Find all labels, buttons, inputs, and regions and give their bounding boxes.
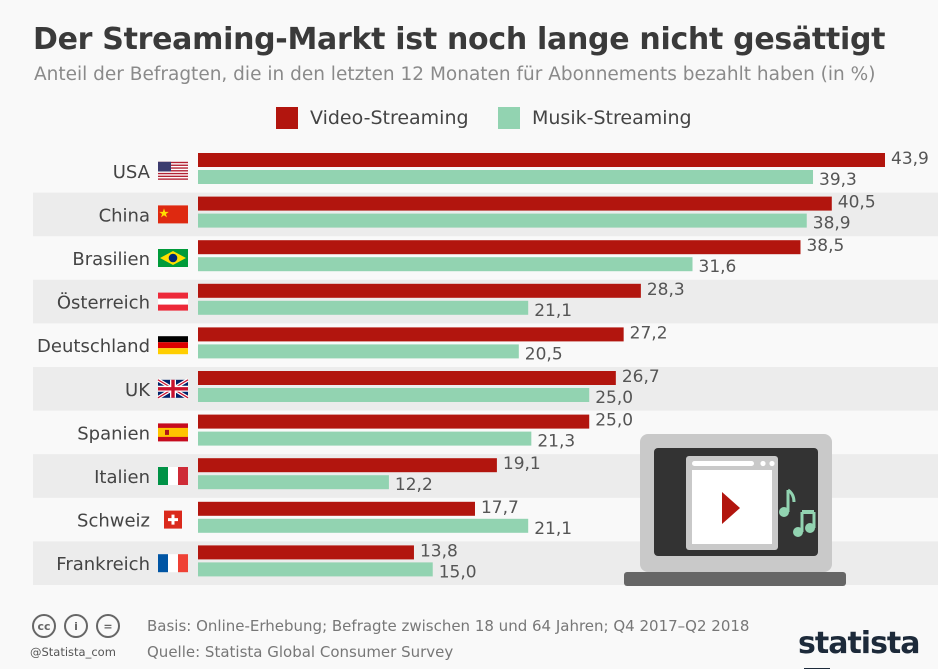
bar-video	[198, 283, 641, 298]
bar-video	[198, 545, 414, 560]
category-label: Deutschland	[37, 336, 150, 357]
data-label: 21,1	[534, 519, 572, 539]
laptop-illustration	[624, 434, 846, 586]
category-label: Schweiz	[77, 511, 150, 532]
data-label: 38,9	[813, 214, 851, 234]
china-flag-icon	[158, 205, 188, 224]
bar-music	[198, 257, 693, 272]
legend-label-music: Musik-Streaming	[532, 107, 692, 129]
bar-music	[198, 344, 519, 359]
chart-title: Der Streaming-Markt ist noch lange nicht…	[33, 22, 886, 57]
legend-label-video: Video-Streaming	[310, 107, 469, 129]
bar-music	[198, 213, 807, 228]
category-label: UK	[125, 380, 151, 401]
brazil-flag-icon	[158, 249, 188, 267]
data-label: 40,5	[838, 193, 876, 213]
bar-music	[198, 431, 532, 446]
data-label: 28,3	[647, 280, 685, 300]
bar-music	[198, 388, 590, 402]
data-label: 21,3	[537, 432, 575, 452]
category-label: Spanien	[77, 423, 150, 444]
bar-music	[198, 518, 529, 533]
statista-handle[interactable]: @Statista_com	[30, 645, 116, 659]
data-label: 38,5	[806, 236, 844, 256]
legend-swatch-music	[498, 107, 520, 129]
france-flag-icon	[158, 554, 188, 573]
bar-music	[198, 475, 389, 490]
bar-music	[198, 562, 433, 577]
legend-swatch-video	[276, 107, 298, 129]
data-label: 13,8	[420, 541, 458, 561]
data-label: 19,1	[503, 454, 541, 474]
data-label: 17,7	[481, 498, 519, 518]
bar-video	[198, 153, 885, 167]
bar-video	[198, 327, 624, 342]
category-label: USA	[113, 162, 151, 183]
bar-music	[198, 300, 529, 315]
data-label: 25,0	[595, 388, 633, 408]
play-icon	[722, 492, 740, 524]
nd-icon: =	[96, 614, 120, 638]
data-label: 12,2	[395, 475, 433, 495]
data-label: 15,0	[439, 562, 477, 582]
music-note-icon	[779, 488, 816, 537]
statista-logo[interactable]: statista	[798, 626, 938, 669]
bar-video	[198, 196, 832, 211]
us-flag-icon	[158, 161, 188, 180]
bar-video	[198, 501, 475, 516]
germany-flag-icon	[158, 336, 188, 355]
category-label: Österreich	[57, 292, 150, 314]
spain-flag-icon	[158, 423, 188, 442]
data-label: 31,6	[699, 257, 737, 277]
legend-item-music: Musik-Streaming	[498, 107, 692, 129]
data-label: 26,7	[622, 367, 660, 387]
category-label: Frankreich	[56, 554, 150, 575]
legend-item-video: Video-Streaming	[276, 107, 469, 129]
austria-flag-icon	[158, 292, 188, 311]
uk-flag-icon	[157, 378, 189, 400]
by-icon: i	[64, 614, 88, 638]
bar-video	[198, 414, 590, 429]
category-label: Brasilien	[72, 249, 150, 270]
bar-video	[198, 371, 616, 385]
switzerland-flag-icon	[164, 510, 182, 529]
cc-icon: cc	[32, 614, 56, 638]
footer-source: Quelle: Statista Global Consumer Survey	[147, 643, 454, 661]
data-label: 27,2	[630, 323, 668, 343]
data-label: 20,5	[525, 344, 563, 364]
bar-video	[198, 458, 497, 473]
footer-basis: Basis: Online-Erhebung; Befragte zwische…	[147, 617, 750, 635]
data-label: 39,3	[819, 170, 857, 190]
bar-video	[198, 240, 801, 255]
chart-subtitle: Anteil der Befragten, die in den letzten…	[34, 64, 876, 85]
data-label: 21,1	[534, 301, 572, 321]
data-label: 43,9	[891, 149, 929, 169]
bar-music	[198, 170, 814, 184]
data-label: 25,0	[595, 411, 633, 431]
category-label: Italien	[94, 467, 150, 488]
italy-flag-icon	[158, 467, 188, 485]
category-label: China	[99, 205, 150, 226]
